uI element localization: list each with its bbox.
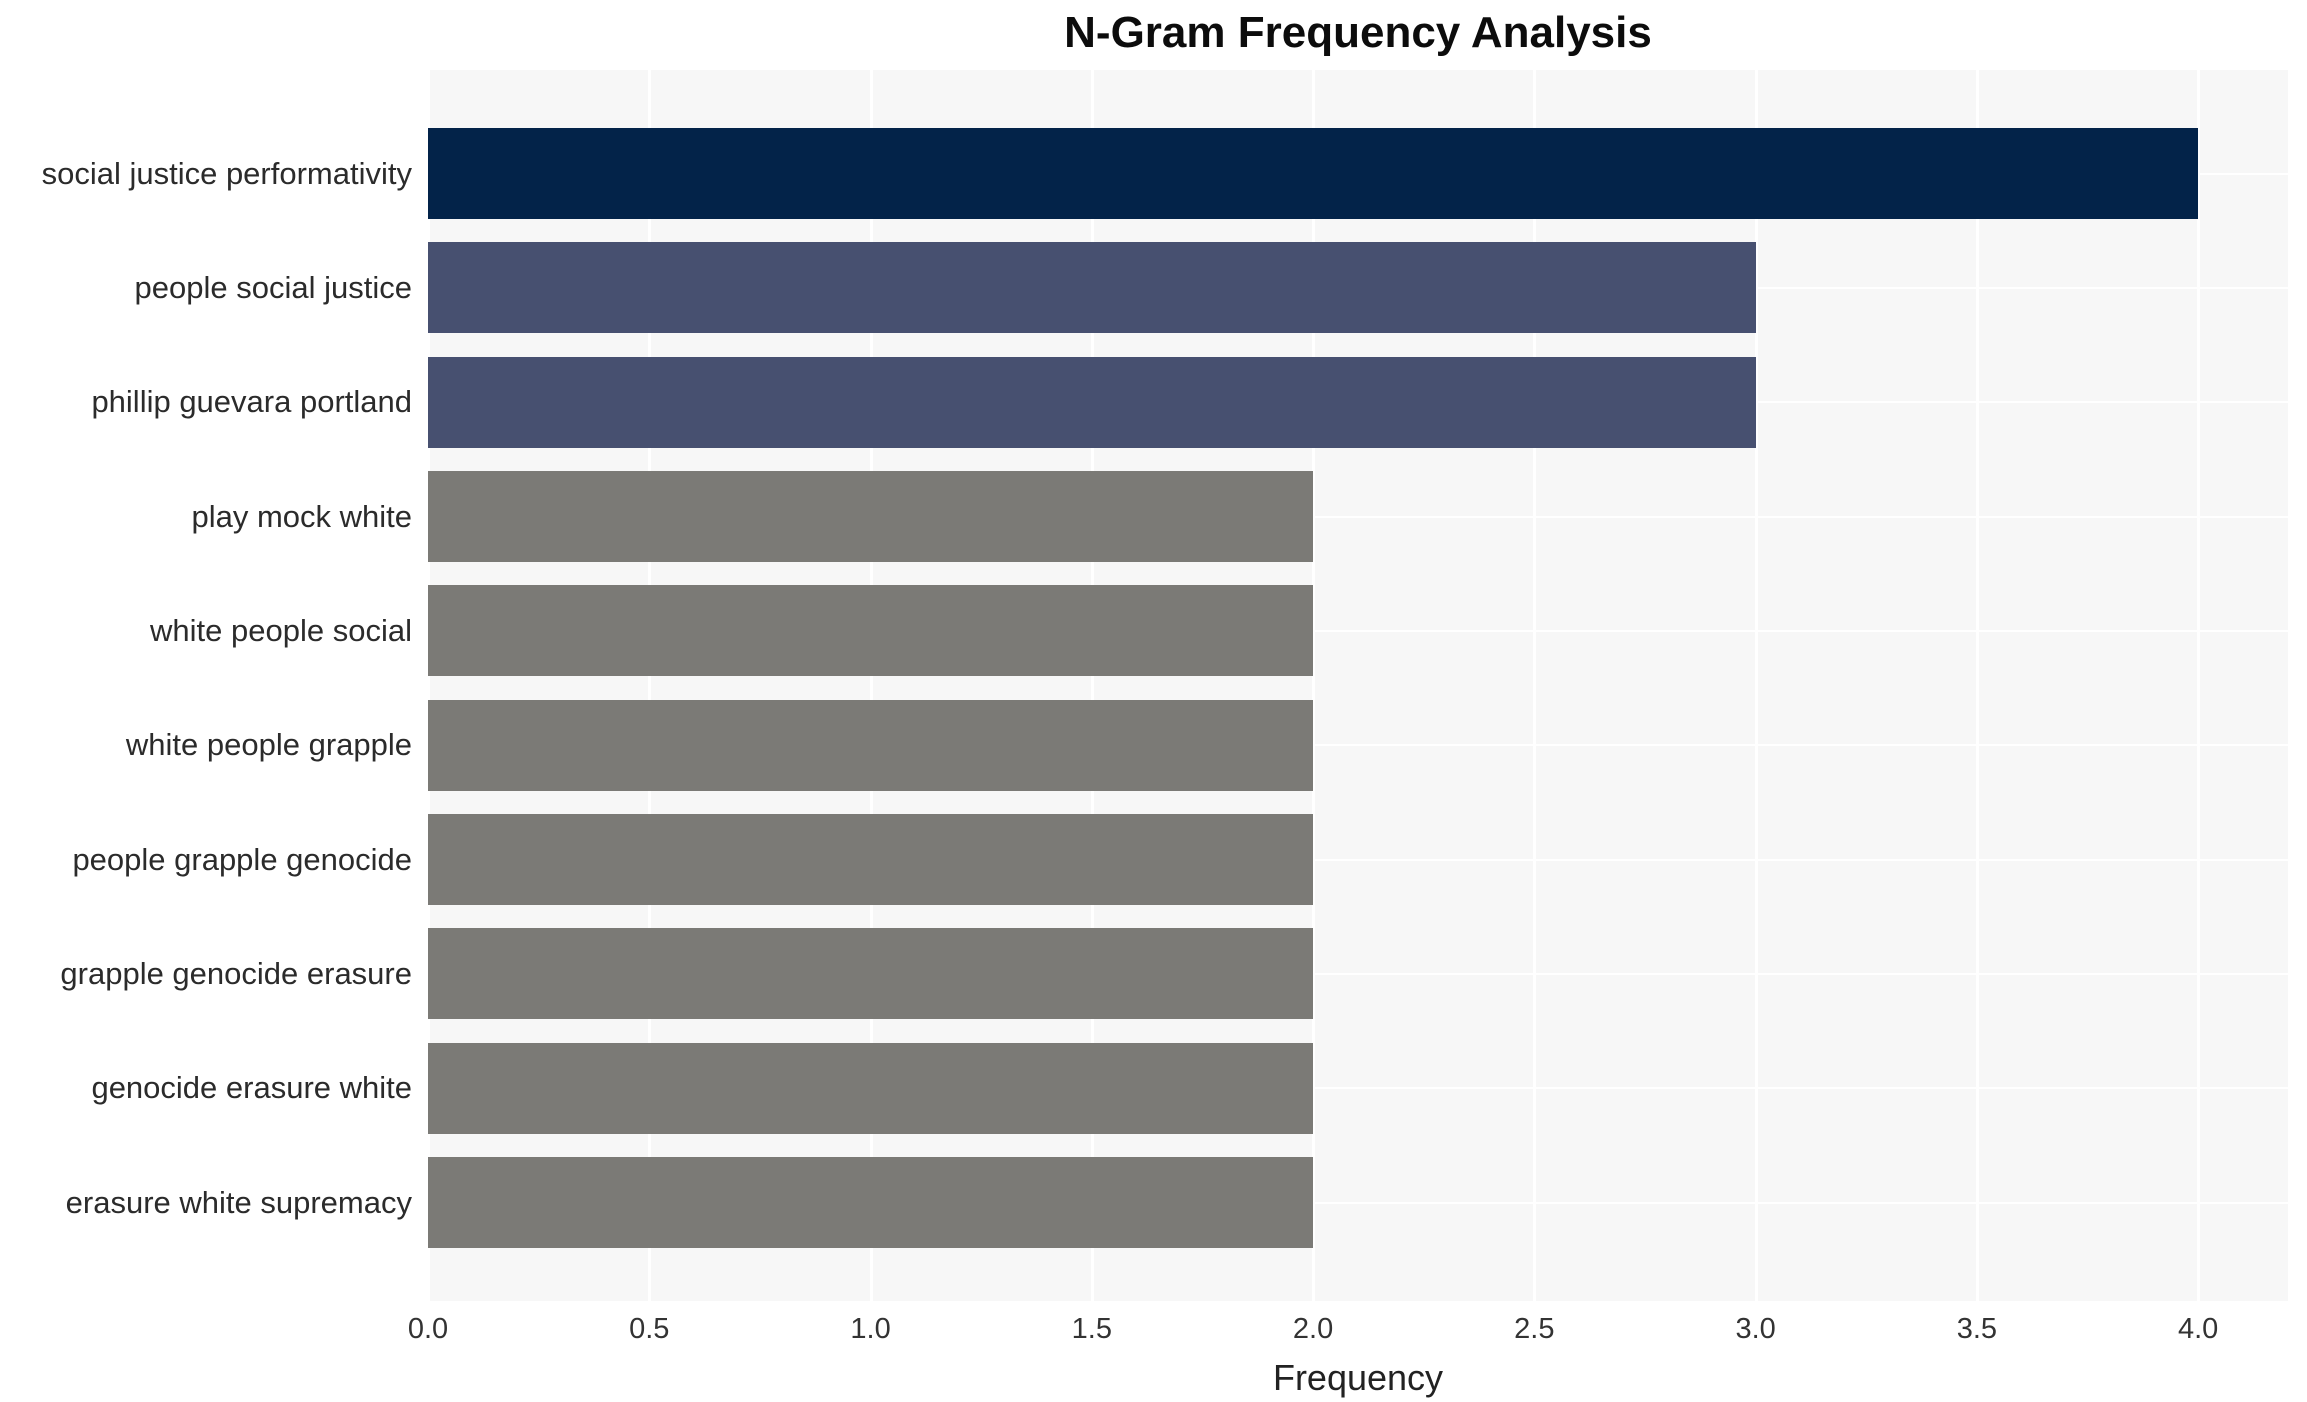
bar-5 <box>428 585 1314 677</box>
y-tick-label: white people social <box>150 612 412 648</box>
x-tick-label: 3.0 <box>1735 1313 1776 1345</box>
chart-title: N-Gram Frequency Analysis <box>1064 8 1652 57</box>
x-axis: Frequency 0.0 0.5 1.0 1.5 2.0 2.5 3.0 3.5 4.0 <box>408 1301 2288 1402</box>
x-gridline <box>427 70 430 1301</box>
x-axis-title: Frequency <box>1272 1357 1444 1398</box>
y-tick-label: erasure white supremacy <box>65 1184 412 1220</box>
bar-2 <box>428 242 1756 334</box>
x-tick-label: 0.0 <box>407 1313 449 1345</box>
y-axis-category-labels: social justice performativity people soci… <box>0 70 412 1301</box>
bar-6 <box>428 699 1314 791</box>
x-gridline <box>1975 70 1979 1301</box>
x-tick-label: 4.0 <box>2177 1313 2219 1345</box>
x-gridline <box>1312 70 1316 1301</box>
x-gridline <box>1754 70 1758 1301</box>
y-gridline <box>428 858 2288 861</box>
y-tick-label: phillip guevara portland <box>91 384 412 420</box>
x-tick-label: 2.5 <box>1514 1313 1555 1345</box>
bar-9 <box>428 1042 1314 1134</box>
y-tick-label: play mock white <box>191 498 412 534</box>
x-tick-label: 1.5 <box>1071 1313 1112 1345</box>
y-tick-label: genocide erasure white <box>91 1070 412 1106</box>
bar-7 <box>428 814 1314 905</box>
y-tick-label: people social justice <box>134 269 412 305</box>
x-gridline <box>648 70 652 1301</box>
y-gridline <box>428 629 2288 632</box>
x-gridline <box>1090 70 1094 1301</box>
bar-3 <box>428 356 1756 448</box>
bar-8 <box>428 928 1314 1020</box>
x-gridline <box>869 70 873 1301</box>
bar-10 <box>428 1157 1314 1248</box>
y-tick-label: grapple genocide erasure <box>60 955 412 991</box>
y-gridline <box>428 1087 2288 1090</box>
y-gridline <box>428 744 2288 747</box>
y-gridline <box>428 972 2288 975</box>
x-tick-label: 2.0 <box>1292 1313 1334 1345</box>
y-tick-label: social justice performativity <box>41 155 412 191</box>
plot-area <box>427 70 2288 1301</box>
y-tick-label: white people grapple <box>125 727 412 763</box>
bar-1 <box>428 128 2199 219</box>
x-gridline <box>1533 70 1537 1301</box>
x-tick-label: 1.0 <box>850 1313 891 1345</box>
y-gridline <box>428 1201 2288 1204</box>
y-tick-label: people grapple genocide <box>72 841 412 877</box>
x-tick-label: 0.5 <box>629 1313 670 1345</box>
y-gridline <box>428 515 2288 518</box>
x-gridline <box>2197 70 2201 1301</box>
x-tick-label: 3.5 <box>1956 1313 1998 1345</box>
bar-4 <box>428 471 1314 562</box>
